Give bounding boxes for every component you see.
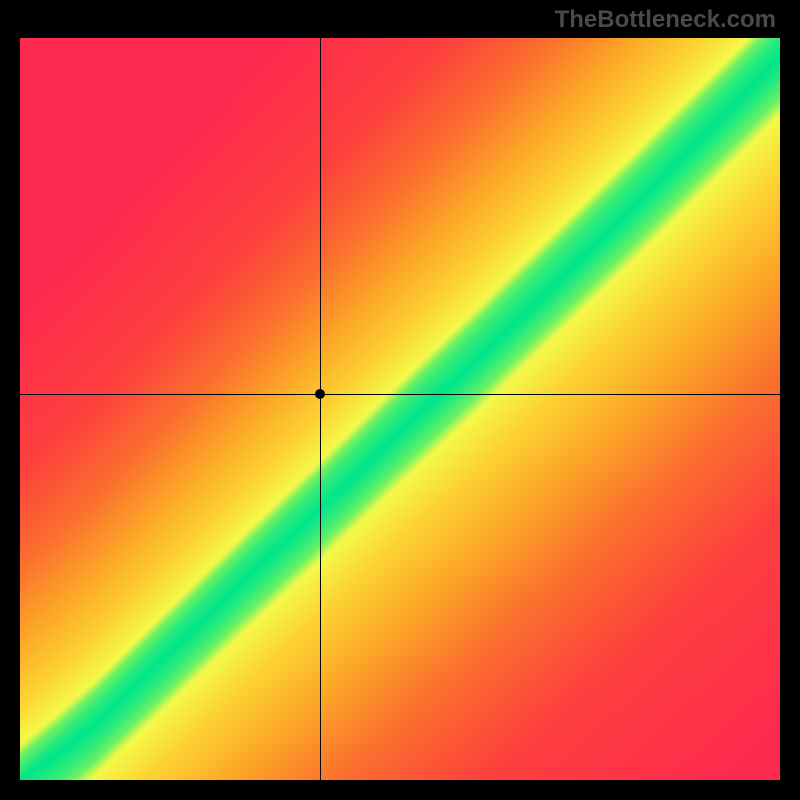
crosshair-horizontal bbox=[20, 394, 780, 395]
crosshair-marker bbox=[315, 389, 325, 399]
heatmap-canvas bbox=[20, 38, 780, 780]
bottleneck-heatmap bbox=[20, 38, 780, 780]
watermark-text: TheBottleneck.com bbox=[555, 6, 776, 34]
crosshair-vertical bbox=[320, 38, 321, 780]
